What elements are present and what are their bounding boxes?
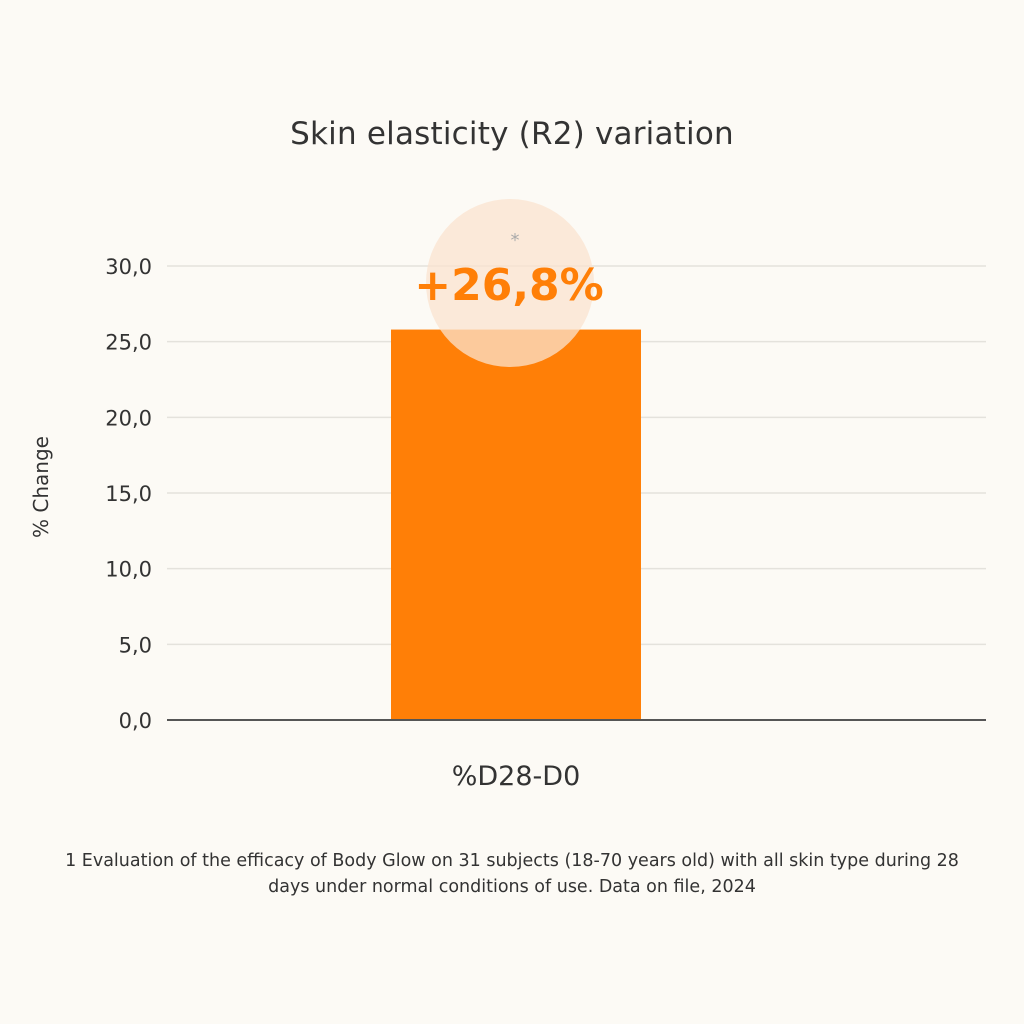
y-tick-label: 30,0: [105, 255, 152, 279]
y-tick-label: 20,0: [105, 406, 152, 430]
y-tick-label: 0,0: [119, 709, 152, 733]
y-tick-label: 25,0: [105, 331, 152, 355]
bar: [391, 329, 641, 720]
data-label-halo: [426, 199, 594, 367]
y-tick-label: 5,0: [119, 633, 152, 657]
x-tick-label: %D28-D0: [452, 761, 581, 792]
footnote: 1 Evaluation of the efficacy of Body Glo…: [65, 851, 959, 897]
y-tick-label: 15,0: [105, 482, 152, 506]
significance-marker: *: [511, 230, 520, 251]
axes: 0,0 5,0 10,0 15,0 20,0 25,0 30,0 %D28-D0: [105, 255, 986, 792]
data-labels: * +26,8%: [414, 199, 604, 367]
y-tick-label: 10,0: [105, 558, 152, 582]
y-axis-label: % Change: [29, 436, 53, 538]
chart-title: Skin elasticity (R2) variation: [290, 116, 734, 152]
data-label: +26,8%: [414, 260, 604, 311]
bars: [391, 329, 641, 720]
